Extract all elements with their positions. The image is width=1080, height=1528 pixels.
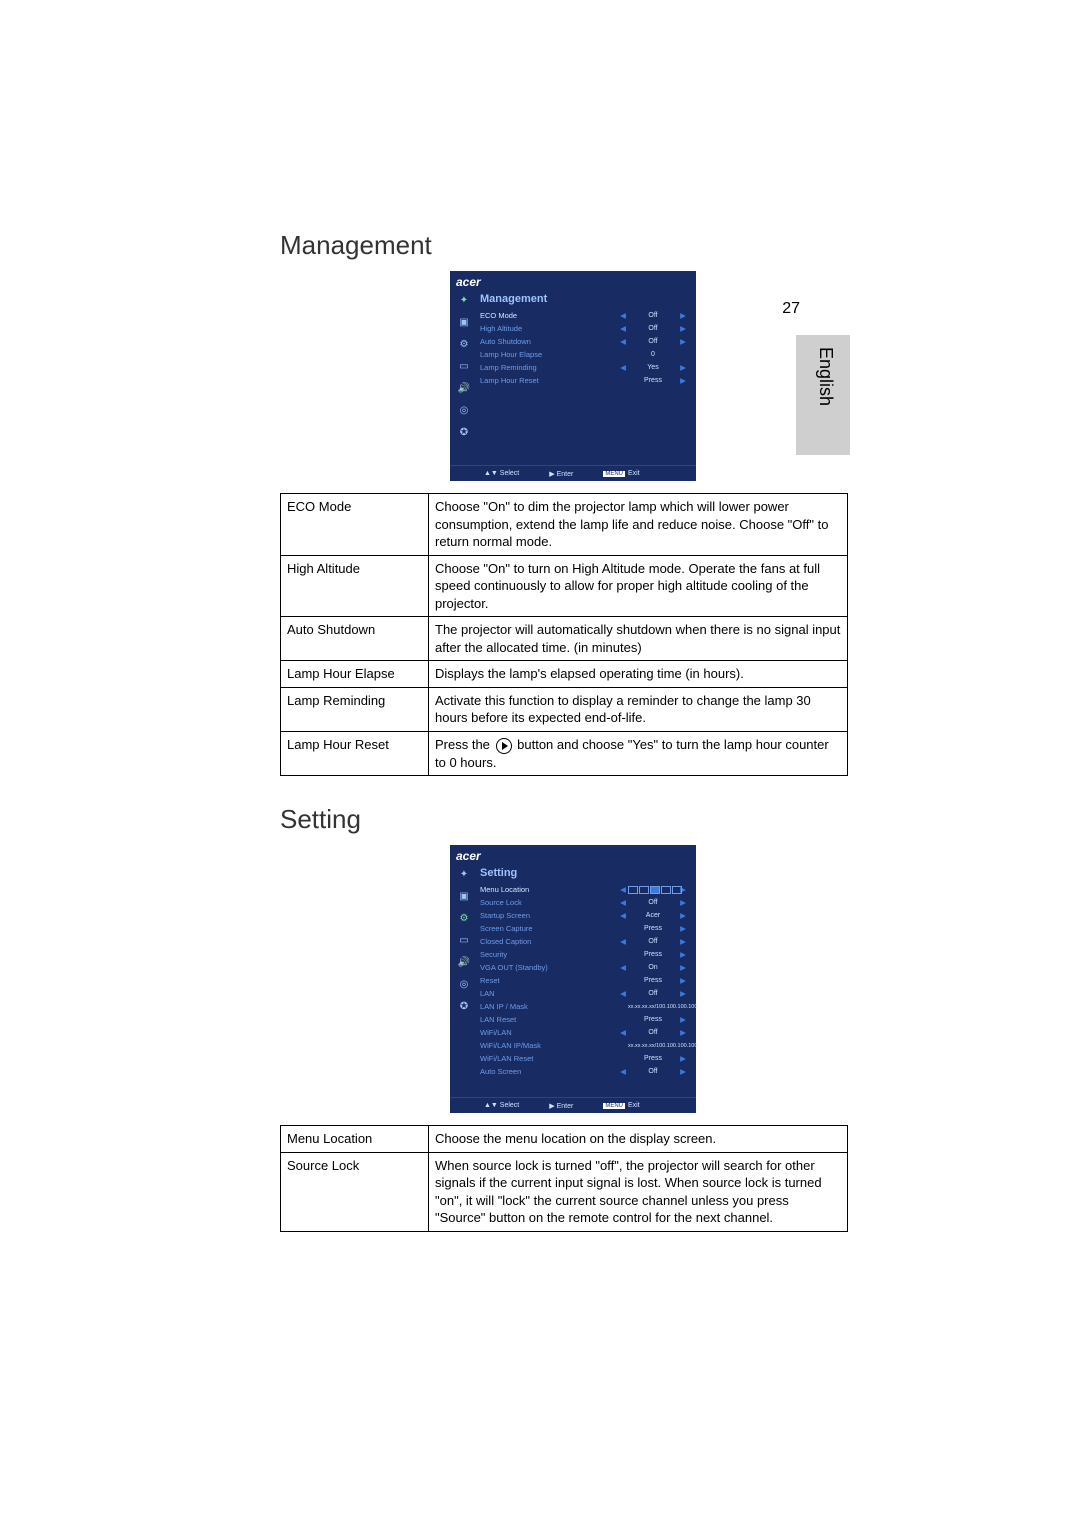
osd-rows: ECO Mode◀Off▶High Altitude◀Off▶Auto Shut… xyxy=(480,309,688,387)
osd-row[interactable]: Closed Caption◀Off▶ xyxy=(480,935,688,948)
wand-icon: ✦ xyxy=(457,295,471,307)
osd-row[interactable]: Lamp Hour ResetPress▶ xyxy=(480,374,688,387)
table-row: ECO ModeChoose "On" to dim the projector… xyxy=(281,494,848,556)
osd-title: Setting xyxy=(480,867,688,879)
osd-row[interactable]: WiFi/LAN ResetPress▶ xyxy=(480,1052,688,1065)
page: 27 English Management acer ✦ ▣ ⚙ ▭ 🔊 ◎ ✪… xyxy=(0,0,1080,1528)
table-row: Lamp Hour ElapseDisplays the lamp's elap… xyxy=(281,661,848,688)
timer-icon: ▭ xyxy=(457,935,471,947)
setting-table: Menu LocationChoose the menu location on… xyxy=(280,1125,848,1232)
osd-row[interactable]: WiFi/LAN IP/Maskxx.xx.xx.xx/100.100.100.… xyxy=(480,1039,688,1052)
audio-icon: 🔊 xyxy=(457,957,471,969)
image-icon: ▣ xyxy=(457,317,471,329)
osd-row[interactable]: Source Lock◀Off▶ xyxy=(480,896,688,909)
osd-row[interactable]: LAN ResetPress▶ xyxy=(480,1013,688,1026)
osd-row[interactable]: LAN IP / Maskxx.xx.xx.xx/100.100.100.100 xyxy=(480,1000,688,1013)
osd-footer: ▲▼ Select ▶ Enter MENUExit xyxy=(450,465,696,481)
lang-icon: ✪ xyxy=(457,427,471,439)
osd-logo: acer xyxy=(456,849,481,863)
osd-icon-strip: ✦ ▣ ⚙ ▭ 🔊 ◎ ✪ xyxy=(450,863,478,1097)
table-row: Lamp RemindingActivate this function to … xyxy=(281,687,848,731)
osd-row[interactable]: ResetPress▶ xyxy=(480,974,688,987)
image-icon: ▣ xyxy=(457,891,471,903)
threed-icon: ◎ xyxy=(457,405,471,417)
table-row: High AltitudeChoose "On" to turn on High… xyxy=(281,555,848,617)
settings-icon: ⚙ xyxy=(457,913,471,925)
osd-row[interactable]: VGA OUT (Standby)◀On▶ xyxy=(480,961,688,974)
osd-row[interactable]: LAN◀Off▶ xyxy=(480,987,688,1000)
osd-rows: Menu Location◀▶Source Lock◀Off▶Startup S… xyxy=(480,883,688,1078)
table-row: Auto ShutdownThe projector will automati… xyxy=(281,617,848,661)
threed-icon: ◎ xyxy=(457,979,471,991)
osd-row[interactable]: Lamp Hour Elapse0 xyxy=(480,348,688,361)
setting-osd: acer ✦ ▣ ⚙ ▭ 🔊 ◎ ✪ Setting Menu Location… xyxy=(450,845,696,1113)
osd-icon-strip: ✦ ▣ ⚙ ▭ 🔊 ◎ ✪ xyxy=(450,289,478,465)
osd-foot-select: ▲▼ Select xyxy=(484,470,519,477)
osd-logo: acer xyxy=(456,275,481,289)
language-tab: English xyxy=(796,335,850,455)
osd-footer: ▲▼ Select ▶ Enter MENUExit xyxy=(450,1097,696,1113)
osd-foot-enter: ▶ Enter xyxy=(549,470,573,478)
osd-row[interactable]: SecurityPress▶ xyxy=(480,948,688,961)
management-osd: acer ✦ ▣ ⚙ ▭ 🔊 ◎ ✪ Management ECO Mode◀O… xyxy=(450,271,696,481)
osd-row[interactable]: Lamp Reminding◀Yes▶ xyxy=(480,361,688,374)
osd-foot-exit: MENUExit xyxy=(603,470,639,477)
page-number: 27 xyxy=(782,300,800,318)
settings-icon: ⚙ xyxy=(457,339,471,351)
osd-row[interactable]: High Altitude◀Off▶ xyxy=(480,322,688,335)
osd-row[interactable]: Screen CapturePress▶ xyxy=(480,922,688,935)
play-icon xyxy=(496,738,512,754)
osd-row[interactable]: Auto Screen◀Off▶ xyxy=(480,1065,688,1078)
audio-icon: 🔊 xyxy=(457,383,471,395)
osd-foot-enter: ▶ Enter xyxy=(549,1102,573,1110)
osd-title: Management xyxy=(480,293,688,305)
setting-heading: Setting xyxy=(280,804,850,835)
table-row: Lamp Hour ResetPress the button and choo… xyxy=(281,732,848,776)
osd-row[interactable]: Auto Shutdown◀Off▶ xyxy=(480,335,688,348)
osd-row[interactable]: Startup Screen◀Acer▶ xyxy=(480,909,688,922)
osd-row[interactable]: WiFi/LAN◀Off▶ xyxy=(480,1026,688,1039)
timer-icon: ▭ xyxy=(457,361,471,373)
osd-row[interactable]: Menu Location◀▶ xyxy=(480,883,688,896)
osd-row[interactable]: ECO Mode◀Off▶ xyxy=(480,309,688,322)
lang-icon: ✪ xyxy=(457,1001,471,1013)
table-row: Menu LocationChoose the menu location on… xyxy=(281,1126,848,1153)
osd-foot-exit: MENUExit xyxy=(603,1102,639,1109)
wand-icon: ✦ xyxy=(457,869,471,881)
osd-foot-select: ▲▼ Select xyxy=(484,1102,519,1109)
management-heading: Management xyxy=(280,230,850,261)
table-row: Source LockWhen source lock is turned "o… xyxy=(281,1152,848,1231)
management-table: ECO ModeChoose "On" to dim the projector… xyxy=(280,493,848,776)
